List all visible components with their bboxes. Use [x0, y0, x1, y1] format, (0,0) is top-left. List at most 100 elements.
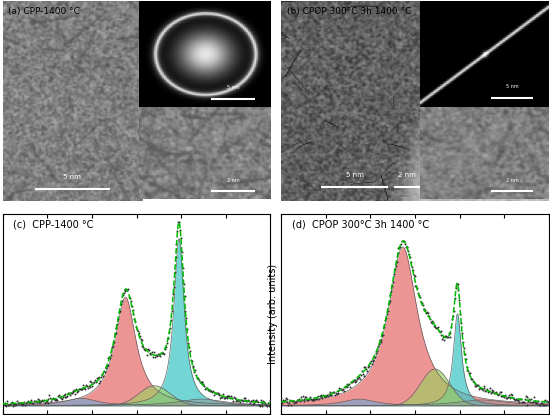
Point: [179, 281, 188, 288]
Point: [282, 398, 291, 405]
Point: [456, 310, 465, 317]
Point: [340, 383, 349, 390]
Point: [405, 251, 414, 257]
Point: [289, 400, 298, 407]
Point: [434, 327, 443, 334]
Point: [114, 315, 123, 322]
Point: [298, 397, 306, 403]
Point: [435, 329, 444, 335]
Point: [266, 397, 275, 403]
Point: [527, 398, 536, 405]
Point: [500, 394, 509, 401]
Point: [519, 398, 527, 405]
Point: [151, 352, 160, 359]
Point: [85, 383, 94, 390]
Point: [319, 392, 328, 399]
Point: [209, 388, 218, 395]
Point: [367, 361, 376, 368]
Point: [210, 392, 218, 398]
Point: [386, 292, 395, 298]
Point: [348, 378, 356, 385]
Point: [168, 308, 177, 315]
Point: [134, 328, 142, 334]
Point: [413, 284, 422, 291]
Point: [402, 244, 410, 250]
Point: [17, 401, 26, 408]
Point: [312, 396, 321, 403]
Point: [235, 398, 244, 405]
Point: [358, 368, 366, 374]
Point: [486, 389, 495, 396]
Point: [185, 344, 194, 350]
Point: [205, 388, 214, 394]
Point: [410, 273, 419, 280]
Point: [277, 395, 285, 401]
Point: [160, 350, 168, 357]
Point: [185, 347, 194, 354]
Point: [321, 394, 329, 400]
Point: [15, 400, 24, 406]
Point: [497, 389, 506, 395]
Point: [393, 250, 402, 256]
Point: [14, 399, 23, 406]
Point: [332, 390, 340, 396]
Point: [432, 324, 441, 331]
Point: [108, 342, 117, 349]
Point: [161, 344, 170, 350]
Point: [141, 345, 150, 352]
Point: [204, 386, 212, 393]
Point: [443, 333, 452, 340]
Point: [354, 375, 362, 381]
Point: [113, 321, 122, 327]
Point: [175, 218, 184, 225]
Point: [312, 395, 321, 402]
Point: [21, 402, 30, 409]
Point: [485, 388, 493, 394]
Point: [171, 254, 180, 261]
Point: [489, 388, 498, 394]
Point: [444, 329, 453, 336]
Point: [16, 400, 25, 407]
Point: [92, 374, 101, 381]
Point: [6, 400, 14, 407]
Point: [14, 399, 23, 406]
Point: [339, 388, 348, 395]
Point: [7, 399, 16, 405]
Point: [329, 389, 338, 395]
Point: [90, 379, 98, 386]
Point: [278, 400, 287, 407]
Point: [202, 385, 211, 392]
Point: [381, 317, 389, 324]
Point: [91, 377, 100, 383]
Point: [462, 363, 471, 370]
Point: [446, 330, 455, 336]
Point: [200, 382, 208, 389]
Point: [174, 219, 183, 226]
Point: [248, 397, 257, 403]
Point: [29, 400, 37, 407]
Point: [106, 355, 114, 361]
Point: [449, 307, 458, 314]
Point: [495, 389, 504, 396]
Point: [20, 399, 29, 405]
Point: [235, 397, 244, 403]
Text: 2 nm: 2 nm: [398, 172, 416, 178]
Point: [239, 395, 248, 402]
Point: [310, 396, 318, 403]
Point: [43, 396, 52, 403]
Point: [448, 316, 456, 323]
Point: [137, 336, 146, 343]
Point: [538, 402, 547, 409]
Point: [194, 375, 202, 381]
Point: [104, 355, 113, 361]
Point: [51, 397, 60, 403]
Point: [483, 386, 492, 392]
Point: [417, 299, 426, 306]
Point: [283, 396, 292, 403]
Point: [191, 366, 200, 373]
Point: [388, 282, 397, 289]
Point: [426, 319, 435, 325]
Point: [510, 395, 519, 402]
Point: [345, 381, 354, 387]
Point: [364, 363, 372, 370]
